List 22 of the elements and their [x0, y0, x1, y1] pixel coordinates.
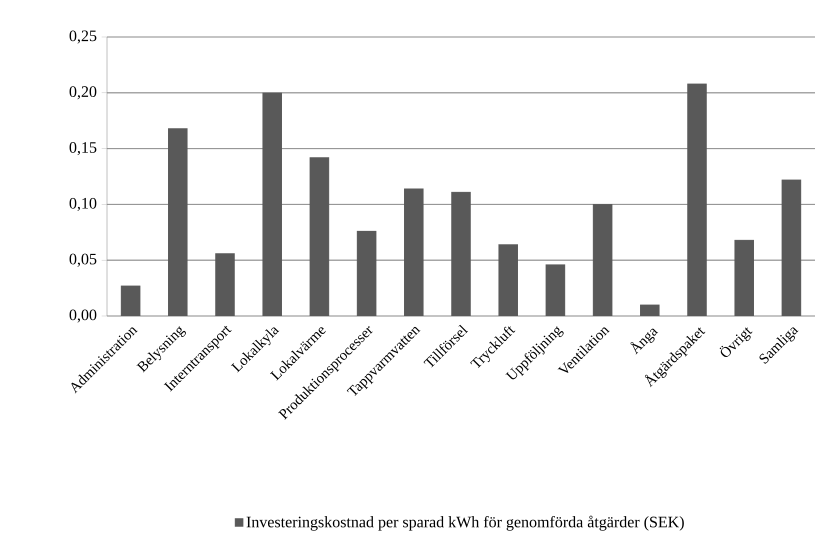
bar: [640, 304, 660, 316]
y-tick-label: 0,10: [70, 198, 96, 211]
bar: [734, 240, 754, 316]
bar: [498, 244, 518, 316]
bar: [262, 92, 282, 316]
bar: [592, 204, 612, 316]
y-tick-label: 0,20: [70, 86, 96, 100]
y-tick-label: 0,00: [70, 309, 96, 323]
bar: [404, 188, 424, 316]
bar: [356, 230, 376, 316]
legend-label: Investeringskostnad per sparad kWh för genomförda åtgärder (SEK): [246, 516, 684, 531]
bar: [451, 192, 471, 316]
y-tick-label: 0,15: [70, 142, 96, 156]
y-tick-label: 0,25: [70, 30, 96, 44]
bar: [687, 84, 707, 316]
bar: [215, 253, 235, 316]
bar: [120, 286, 140, 316]
bar: [782, 180, 802, 316]
bar: [168, 128, 188, 316]
y-tick-label: 0,05: [70, 254, 96, 267]
bar: [546, 264, 566, 316]
bar: [310, 157, 330, 316]
